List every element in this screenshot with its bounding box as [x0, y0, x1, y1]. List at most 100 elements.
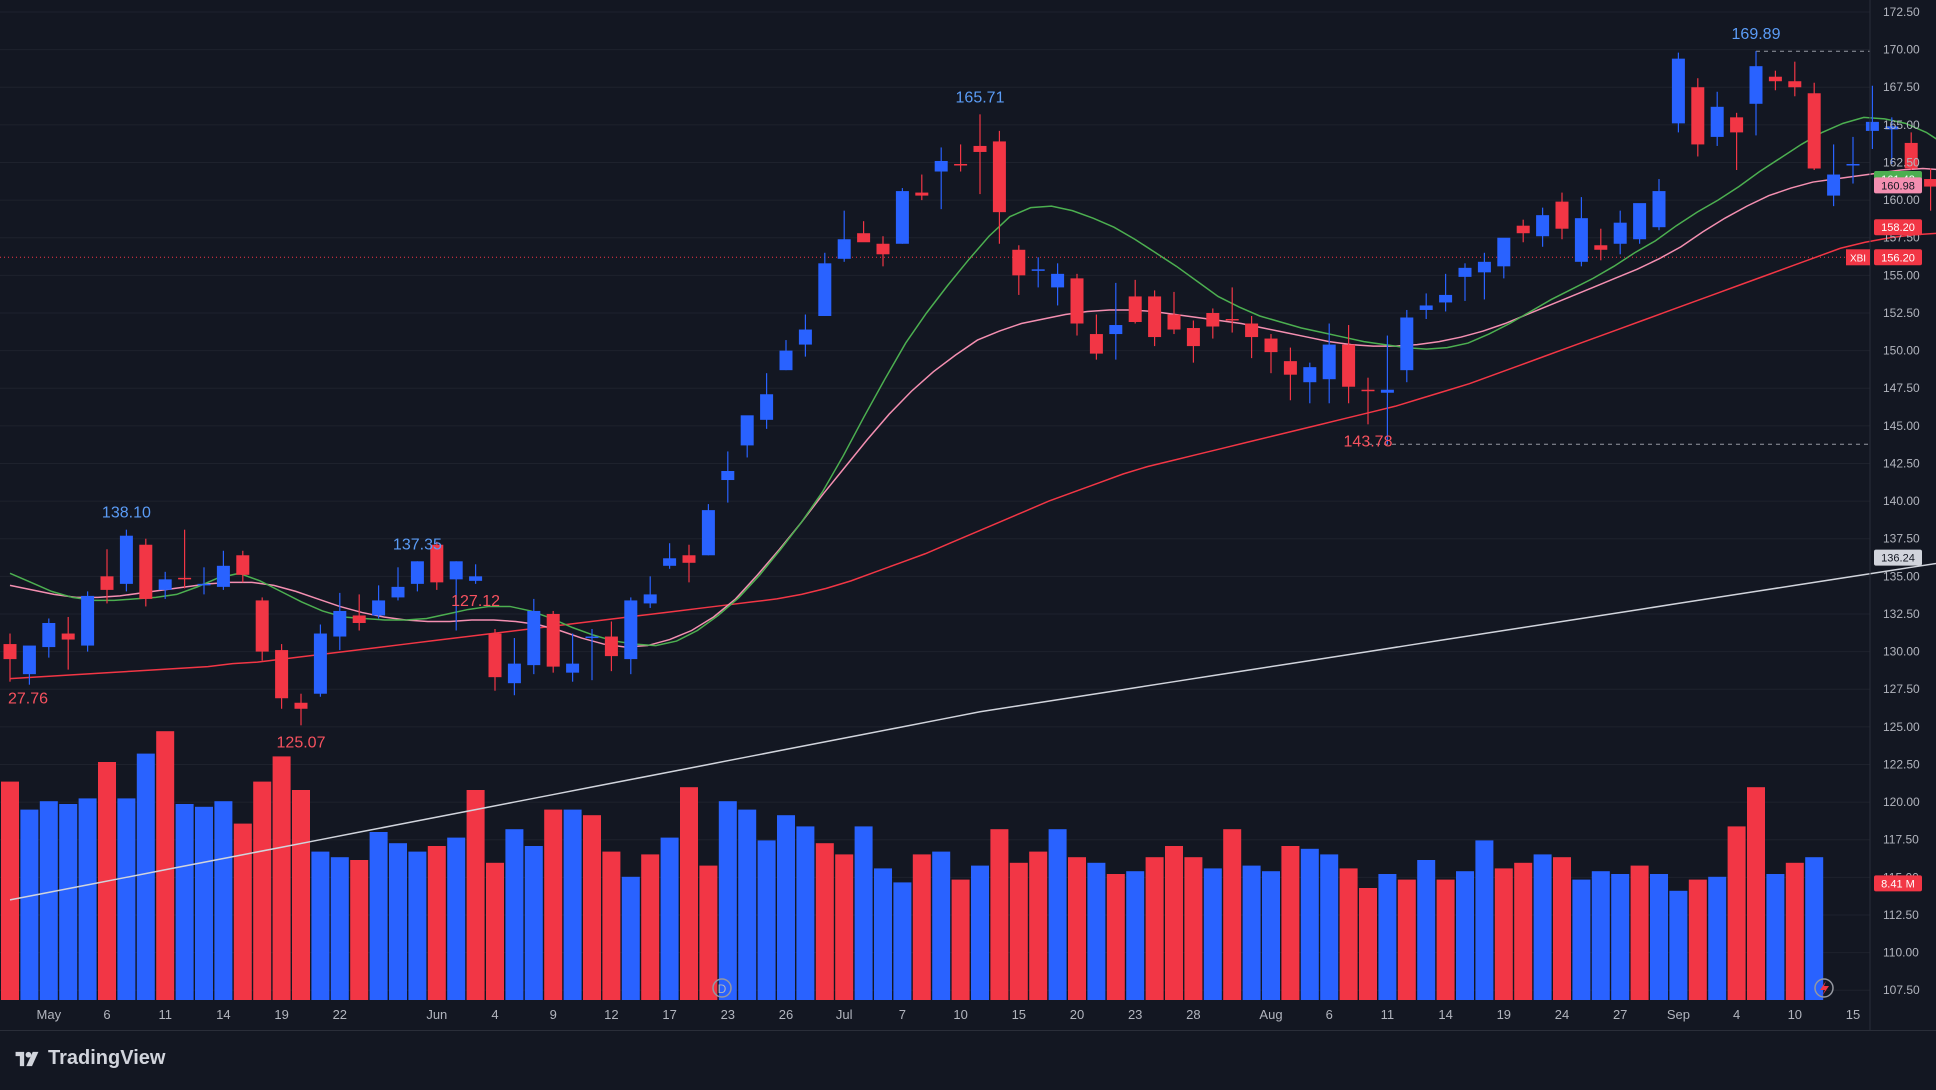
candle [1808, 83, 1821, 170]
volume-bar [486, 863, 504, 1000]
price-tick-label: 162.50 [1883, 155, 1920, 169]
volume-bar [79, 798, 97, 1000]
candle-body [1148, 296, 1161, 337]
volume-bar [661, 838, 679, 1000]
brand-name: TradingView [48, 1047, 165, 1070]
volume-bar [350, 860, 368, 1000]
volume-bar [1126, 871, 1144, 1000]
volume-bar [1689, 880, 1707, 1000]
price-axis-badge-text: 8.41 M [1881, 878, 1915, 890]
volume-bar [214, 801, 232, 1000]
volume-bar [1592, 871, 1610, 1000]
tradingview-brand[interactable]: TradingView [12, 1047, 165, 1070]
volume-bar [971, 866, 989, 1000]
time-tick-label: May [37, 1007, 62, 1022]
candle-body [1168, 314, 1181, 329]
volume-bar [156, 731, 174, 1000]
candle-body [915, 193, 928, 196]
candle [139, 539, 152, 607]
high-price-label: 138.10 [102, 505, 151, 522]
volume-bar [564, 810, 582, 1000]
footer: TradingView [0, 1030, 1936, 1090]
volume-bar [990, 829, 1008, 1000]
volume-bar [1223, 829, 1241, 1000]
candle-body [1090, 334, 1103, 354]
candle-body [1691, 87, 1704, 144]
volume-bar [1340, 868, 1358, 1000]
candle-body [838, 239, 851, 259]
time-tick-label: 19 [274, 1007, 288, 1022]
volume-bar [1534, 854, 1552, 1000]
volume-bar [758, 840, 776, 1000]
candle-body [993, 141, 1006, 212]
candle-body [1381, 390, 1394, 393]
price-tick-label: 110.00 [1883, 946, 1919, 960]
candle-body [295, 703, 308, 709]
candle-body [1187, 328, 1200, 346]
volume-bar [1359, 888, 1377, 1000]
low-price-label: 125.07 [277, 734, 326, 751]
candle-body [1400, 317, 1413, 370]
tradingview-logo-icon [12, 1049, 42, 1069]
volume-bar [447, 838, 465, 1000]
candle-body [1750, 66, 1763, 104]
volume-bar [1456, 871, 1474, 1000]
price-tick-label: 112.50 [1883, 908, 1919, 922]
volume-bar [680, 787, 698, 1000]
time-tick-label: 22 [333, 1007, 347, 1022]
price-tick-label: 142.50 [1883, 456, 1920, 470]
candle-body [741, 415, 754, 445]
volume-bar [583, 815, 601, 1000]
candle-body [411, 561, 424, 584]
candle-body [799, 330, 812, 345]
candle-body [818, 263, 831, 316]
volume-bar [59, 804, 77, 1000]
candle-body [624, 600, 637, 659]
volume-bar [389, 843, 407, 1000]
volume-bar [1514, 863, 1532, 1000]
candle-body [1459, 268, 1472, 277]
volume-bar [1243, 866, 1261, 1000]
volume-bar [195, 807, 213, 1000]
time-tick-label: 17 [662, 1007, 676, 1022]
price-chart[interactable]: 138.10137.35165.71169.8927.76125.07127.1… [0, 0, 1936, 1030]
candle-body [1517, 226, 1530, 234]
volume-bar [1165, 846, 1183, 1000]
candle-body [1788, 81, 1801, 87]
time-tick-label: 11 [158, 1007, 172, 1022]
volume-bar [1572, 880, 1590, 1000]
volume-bar [1378, 874, 1396, 1000]
volume-bar [40, 801, 58, 1000]
candle-body [1245, 324, 1258, 338]
volume-bar [932, 852, 950, 1000]
candle-body [1071, 278, 1084, 323]
candle-body [372, 600, 385, 615]
candle-body [4, 644, 17, 659]
candle [81, 591, 94, 651]
volume-bar [505, 829, 523, 1000]
volume-bar [1281, 846, 1299, 1000]
price-axis-badge-text: 160.98 [1881, 180, 1915, 192]
time-tick-label: 4 [1733, 1007, 1740, 1022]
volume-bar [428, 846, 446, 1000]
time-tick-label: 19 [1497, 1007, 1511, 1022]
volume-bar [253, 782, 271, 1000]
volume-bar [1320, 854, 1338, 1000]
candle-body [508, 664, 521, 684]
candle-body [469, 576, 482, 581]
candle-body [1323, 345, 1336, 380]
candle-body [1109, 325, 1122, 334]
candle-body [1730, 117, 1743, 132]
volume-bar [370, 832, 388, 1000]
volume-bar [1669, 891, 1687, 1000]
time-tick-label: 9 [550, 1007, 557, 1022]
volume-bar [1553, 857, 1571, 1000]
candle-body [101, 576, 114, 590]
candle-body [1012, 250, 1025, 276]
volume-bar [1611, 874, 1629, 1000]
candle-body [1497, 238, 1510, 267]
candle-body [702, 510, 715, 555]
candle-body [780, 351, 793, 371]
volume-bar [1708, 877, 1726, 1000]
volume-bar [408, 852, 426, 1000]
